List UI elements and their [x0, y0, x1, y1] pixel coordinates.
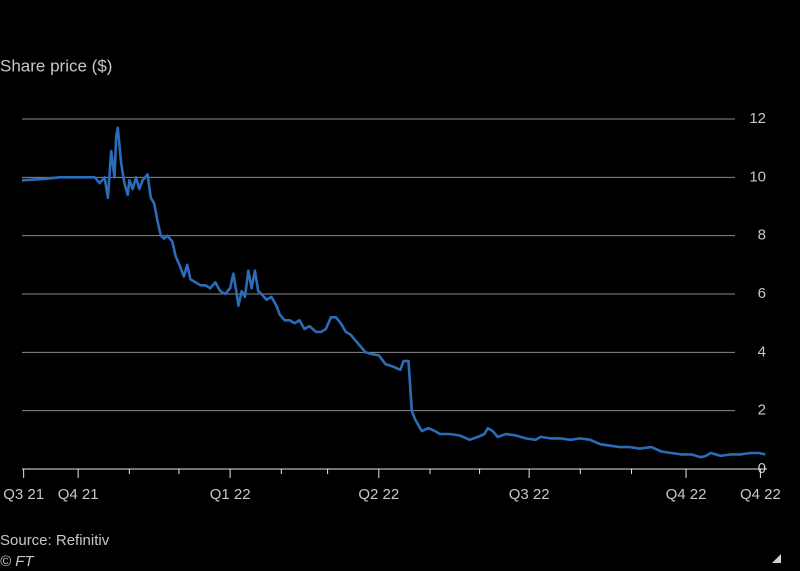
- price-line: [21, 126, 766, 459]
- y-tick-label: 8: [758, 227, 766, 244]
- y-tick-label: 10: [749, 168, 766, 185]
- x-tick-label: Q3 22: [509, 486, 550, 503]
- x-tick-label: Q4 22: [740, 486, 781, 503]
- y-tick-label: 2: [758, 402, 766, 419]
- credit: © FT: [0, 553, 35, 570]
- corner-icon: [772, 554, 781, 563]
- y-tick-label: 4: [758, 343, 766, 360]
- y-tick-label: 12: [749, 110, 766, 127]
- x-tick-label: Q3 21: [3, 486, 44, 503]
- y-tick-label: 0: [758, 460, 766, 477]
- x-tick-label: Q2 22: [358, 486, 399, 503]
- x-tick-label: Q4 21: [58, 486, 99, 503]
- x-tick-label: Q1 22: [210, 486, 251, 503]
- chart-title: Share price ($): [0, 56, 112, 75]
- y-tick-label: 6: [758, 285, 766, 302]
- source: Source: Refinitiv: [0, 532, 110, 549]
- x-tick-label: Q4 22: [666, 486, 707, 503]
